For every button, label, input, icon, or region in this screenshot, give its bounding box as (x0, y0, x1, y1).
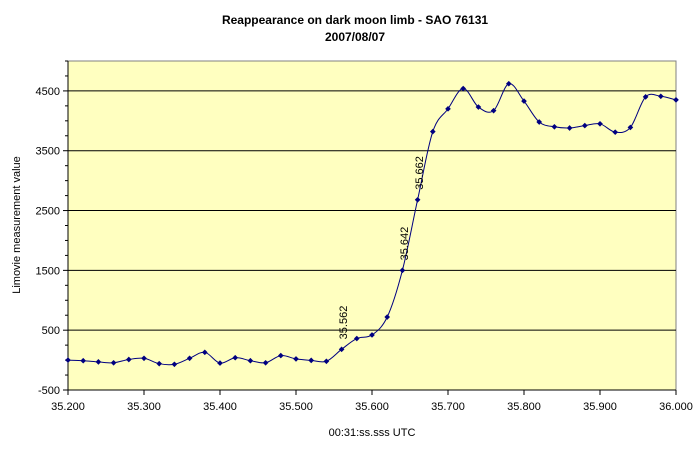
y-tick-label: 2500 (36, 206, 60, 218)
data-point (293, 356, 299, 362)
data-point (186, 355, 193, 362)
chart-subtitle: 2007/08/07 (325, 30, 385, 44)
x-tick-label: 36.000 (659, 401, 693, 413)
data-point (627, 124, 634, 131)
data-point (597, 120, 603, 127)
x-tick-label: 35.200 (51, 401, 85, 413)
axes: -500 500 1500 2500 3500 4500 35.200 35.300 35.40… (36, 60, 693, 413)
data-point (171, 361, 178, 368)
data-points (65, 80, 679, 368)
x-tick-label: 35.500 (279, 401, 313, 413)
x-axis-label: 00:31:ss.sss UTC (329, 427, 416, 439)
data-point (217, 360, 223, 366)
chart-title: Reappearance on dark moon limb - SAO 761… (222, 13, 488, 27)
data-point (414, 196, 421, 203)
x-tick-label: 35.300 (127, 401, 161, 413)
data-point (247, 357, 254, 364)
data-label: 35.562 (338, 306, 350, 340)
annotations: 35.562 35.642 35.662 (338, 156, 426, 339)
data-point (612, 129, 619, 136)
data-point (353, 335, 360, 342)
data-point (369, 332, 375, 338)
data-point (429, 128, 436, 135)
data-point (80, 357, 87, 364)
data-point (384, 314, 391, 320)
y-tick-label: -500 (38, 385, 60, 397)
y-axis-label: Limovie measurement value (11, 156, 23, 294)
data-point (201, 349, 208, 356)
data-point (581, 122, 588, 129)
data-point (551, 123, 558, 130)
data-point (156, 360, 163, 367)
y-tick-label: 500 (42, 325, 60, 337)
data-point (277, 352, 284, 359)
y-tick-label: 1500 (36, 265, 60, 277)
data-point (399, 267, 406, 274)
data-point (232, 354, 239, 361)
data-point (95, 359, 102, 365)
data-point (657, 93, 664, 100)
data-point (521, 98, 527, 104)
data-point (262, 359, 269, 366)
y-tick-label: 3500 (36, 146, 60, 158)
data-point (505, 80, 512, 87)
data-point (110, 359, 117, 366)
x-tick-label: 35.900 (583, 401, 617, 413)
data-point (460, 85, 467, 92)
data-point (673, 97, 679, 103)
data-point (490, 107, 497, 114)
x-tick-label: 35.600 (355, 401, 389, 413)
plot-area (67, 60, 677, 391)
data-point (445, 106, 451, 112)
data-point (475, 104, 482, 110)
y-tick-label: 4500 (36, 86, 60, 98)
gridlines (68, 90, 676, 331)
data-point (642, 94, 649, 100)
data-point (566, 125, 573, 131)
data-point (338, 346, 345, 353)
x-tick-label: 35.800 (507, 401, 541, 413)
data-point (323, 358, 330, 365)
data-point (65, 357, 71, 363)
data-point (141, 355, 147, 362)
data-label: 35.662 (414, 156, 426, 190)
data-point (125, 356, 132, 363)
x-tick-label: 35.400 (203, 401, 237, 413)
data-point (308, 357, 315, 364)
x-tick-label: 35.700 (431, 401, 465, 413)
data-label: 35.642 (399, 227, 411, 261)
